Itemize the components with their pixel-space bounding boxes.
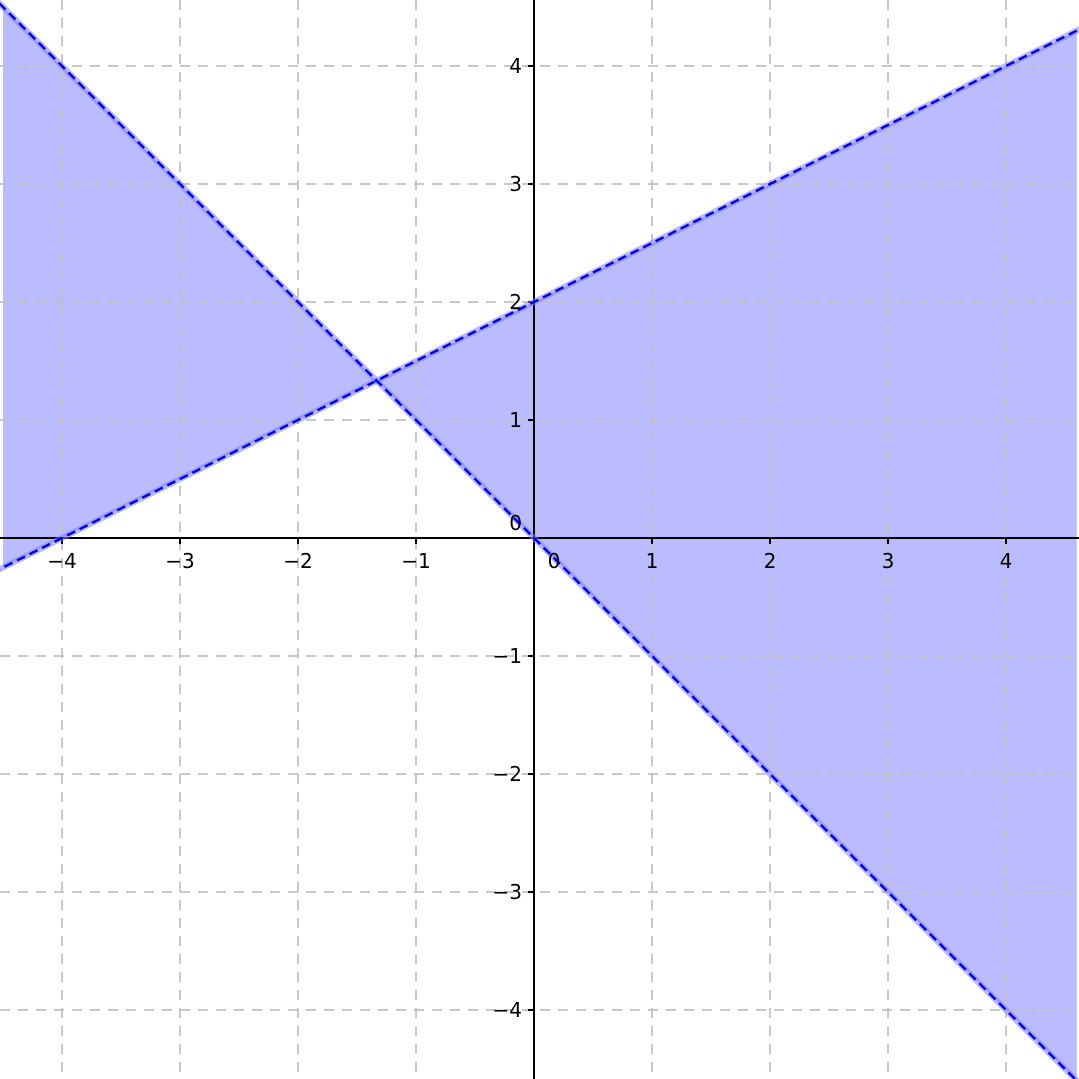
origin-label: 0 bbox=[509, 511, 522, 535]
shaded-region-left-wedge bbox=[3, 7, 377, 568]
x-tick-label: 2 bbox=[764, 549, 777, 573]
x-tick-label: −4 bbox=[47, 549, 76, 573]
y-tick-label: −4 bbox=[493, 998, 522, 1022]
y-tick-label: 2 bbox=[509, 290, 522, 314]
y-tick-label: −1 bbox=[493, 644, 522, 668]
x-tick-label: 1 bbox=[646, 549, 659, 573]
y-tick-label: 4 bbox=[509, 54, 522, 78]
x-tick-label: −2 bbox=[283, 549, 312, 573]
tick-labels-layer: −4 −3 −2 −1 0 1 2 3 4 4 3 2 1 −1 −2 −3 −4 0 bbox=[47, 54, 1012, 1022]
x-tick-label: −1 bbox=[401, 549, 430, 573]
x-tick-label: 0 bbox=[548, 549, 561, 573]
x-tick-label: 4 bbox=[1000, 549, 1013, 573]
boundary-line-1 bbox=[0, 28, 1079, 571]
y-tick-label: −2 bbox=[493, 762, 522, 786]
shaded-region-right-wedge bbox=[376, 30, 1077, 1079]
x-tick-label: 3 bbox=[882, 549, 895, 573]
x-tick-label: −3 bbox=[165, 549, 194, 573]
y-tick-label: −3 bbox=[493, 880, 522, 904]
y-tick-label: 1 bbox=[509, 408, 522, 432]
y-tick-label: 3 bbox=[509, 172, 522, 196]
